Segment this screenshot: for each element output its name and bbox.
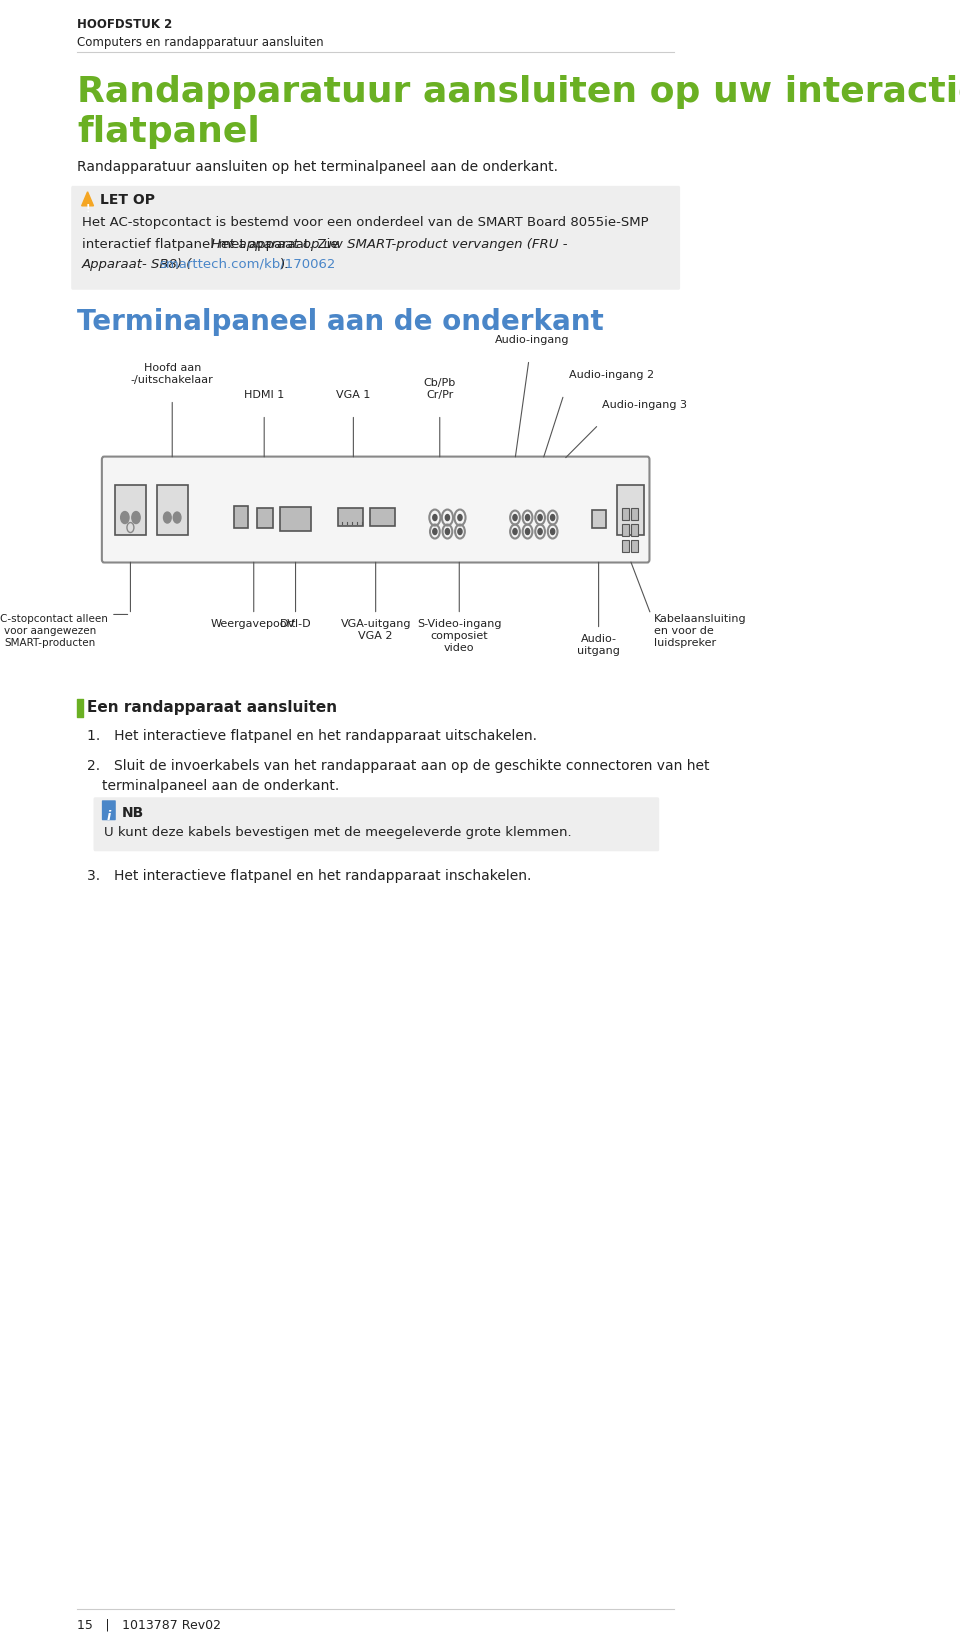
Text: Randapparatuur aansluiten op uw interactieve: Randapparatuur aansluiten op uw interact… (78, 75, 960, 110)
Text: 1. Het interactieve flatpanel en het randapparaat uitschakelen.: 1. Het interactieve flatpanel en het ran… (87, 729, 538, 744)
Text: Audio-
uitgang: Audio- uitgang (577, 634, 620, 656)
Circle shape (458, 515, 462, 520)
Text: NB: NB (121, 806, 144, 821)
FancyBboxPatch shape (102, 800, 116, 821)
Circle shape (173, 512, 180, 523)
Text: Het AC-stopcontact is bestemd voor een onderdeel van de SMART Board 8055ie-SMP: Het AC-stopcontact is bestemd voor een o… (82, 216, 648, 229)
Bar (621, 523, 629, 536)
Text: U kunt deze kabels bevestigen met de meegeleverde grote klemmen.: U kunt deze kabels bevestigen met de mee… (104, 826, 571, 839)
Text: Weergavepoort: Weergavepoort (211, 620, 297, 629)
Text: Een randapparaat aansluiten: Een randapparaat aansluiten (87, 700, 337, 716)
Circle shape (550, 515, 555, 520)
Text: Audio-ingang: Audio-ingang (495, 335, 569, 345)
Bar (115, 484, 146, 535)
Bar (257, 507, 273, 528)
Text: Audio-ingang 2: Audio-ingang 2 (569, 370, 655, 379)
Text: HOOFDSTUK 2: HOOFDSTUK 2 (78, 18, 173, 31)
Circle shape (550, 528, 555, 535)
Text: Kabelaansluiting
en voor de
luidspreker: Kabelaansluiting en voor de luidspreker (655, 615, 747, 647)
Bar (632, 540, 638, 551)
Circle shape (445, 515, 449, 520)
Circle shape (525, 528, 530, 535)
FancyBboxPatch shape (71, 186, 680, 289)
Circle shape (445, 528, 449, 535)
Text: Randapparatuur aansluiten op het terminalpaneel aan de onderkant.: Randapparatuur aansluiten op het termina… (78, 160, 559, 173)
Bar (632, 507, 638, 520)
Text: terminalpaneel aan de onderkant.: terminalpaneel aan de onderkant. (102, 780, 339, 793)
Text: Computers en randapparatuur aansluiten: Computers en randapparatuur aansluiten (78, 36, 324, 49)
Bar (591, 510, 606, 528)
FancyBboxPatch shape (102, 456, 650, 562)
Text: Cb/Pb
Cr/Pr: Cb/Pb Cr/Pr (423, 378, 456, 399)
Circle shape (458, 528, 462, 535)
Text: VGA 1: VGA 1 (336, 389, 371, 399)
Circle shape (433, 528, 437, 535)
Text: 15 | 1013787 Rev02: 15 | 1013787 Rev02 (78, 1619, 222, 1632)
Bar (621, 540, 629, 551)
Text: Het apparaat op uw SMART-product vervangen (FRU -: Het apparaat op uw SMART-product vervang… (210, 237, 567, 250)
Text: Terminalpaneel aan de onderkant: Terminalpaneel aan de onderkant (78, 307, 604, 335)
Text: smarttech.com/kb/170062: smarttech.com/kb/170062 (159, 258, 336, 271)
Bar (280, 507, 311, 530)
Bar (371, 507, 396, 525)
Text: VGA-uitgang
VGA 2: VGA-uitgang VGA 2 (341, 620, 411, 641)
Circle shape (132, 512, 140, 523)
Polygon shape (82, 191, 93, 206)
Text: LET OP: LET OP (100, 193, 155, 208)
Text: 3. Het interactieve flatpanel en het randapparaat inschakelen.: 3. Het interactieve flatpanel en het ran… (87, 870, 532, 883)
Text: ).: ). (279, 258, 289, 271)
Text: S-Video-ingang
composiet
video: S-Video-ingang composiet video (417, 620, 501, 652)
Circle shape (121, 512, 129, 523)
Text: Audio-ingang 3: Audio-ingang 3 (602, 399, 687, 410)
Text: 2. Sluit de invoerkabels van het randapparaat aan op de geschikte connectoren va: 2. Sluit de invoerkabels van het randapp… (87, 759, 709, 773)
Circle shape (525, 515, 530, 520)
Text: AC-stopcontact alleen
voor aangewezen
SMART-producten: AC-stopcontact alleen voor aangewezen SM… (0, 615, 108, 647)
Bar (621, 507, 629, 520)
Circle shape (513, 528, 517, 535)
Bar (234, 505, 249, 528)
Text: flatpanel: flatpanel (78, 114, 260, 149)
FancyBboxPatch shape (93, 798, 660, 852)
Circle shape (163, 512, 171, 523)
Bar (156, 484, 187, 535)
Bar (632, 523, 638, 536)
Text: Apparaat- SB8) (: Apparaat- SB8) ( (82, 258, 192, 271)
Circle shape (538, 515, 542, 520)
Text: interactief flatpanel met apparaat. Zie: interactief flatpanel met apparaat. Zie (82, 237, 343, 250)
Text: !: ! (85, 204, 90, 214)
Bar (617, 484, 644, 535)
Circle shape (538, 528, 542, 535)
Text: DVI-D: DVI-D (279, 620, 311, 629)
Circle shape (433, 515, 437, 520)
Text: i: i (107, 811, 111, 824)
Bar (338, 507, 363, 525)
Text: HDMI 1: HDMI 1 (244, 389, 284, 399)
Circle shape (513, 515, 517, 520)
Text: Hoofd aan
-/uitschakelaar: Hoofd aan -/uitschakelaar (131, 363, 214, 384)
